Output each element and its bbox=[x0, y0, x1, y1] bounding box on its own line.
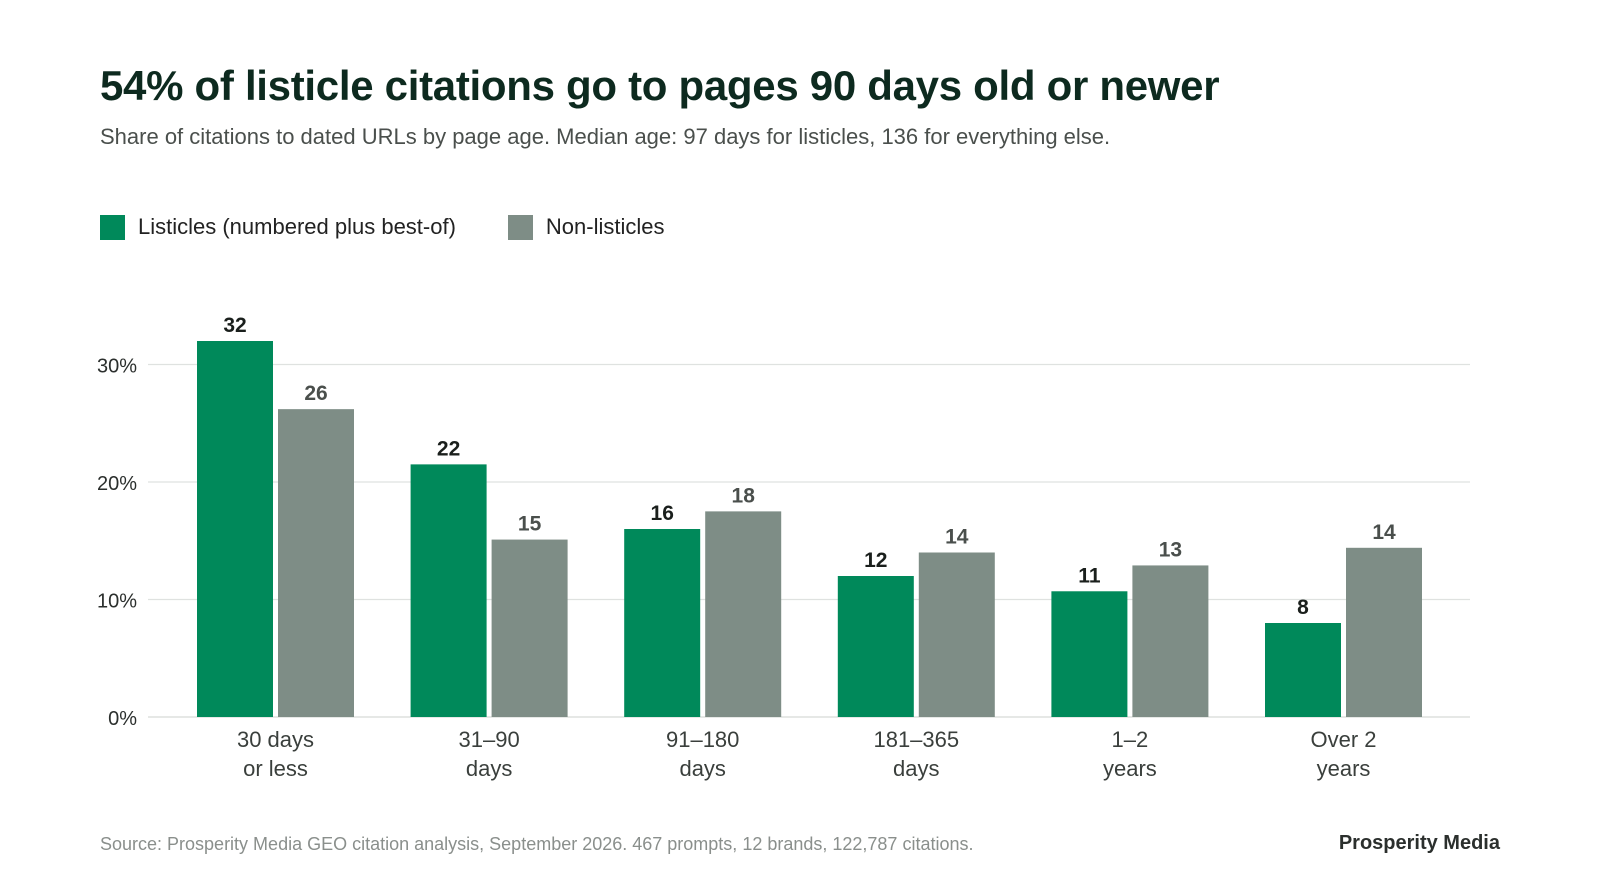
data-label: 32 bbox=[223, 314, 246, 337]
x-tick-label: 91–180 bbox=[666, 727, 739, 752]
legend-label-non-listicles: Non-listicles bbox=[545, 214, 665, 239]
x-tick-label: 31–90 bbox=[459, 727, 520, 752]
chart-subtitle: Share of citations to dated URLs by page… bbox=[100, 124, 1111, 149]
x-tick-label: years bbox=[1103, 756, 1157, 781]
bar-listicles bbox=[624, 529, 701, 717]
bar-non-listicles bbox=[491, 539, 568, 717]
data-label: 13 bbox=[1159, 538, 1182, 561]
bar-listicles bbox=[197, 341, 273, 717]
legend: Listicles (numbered plus best-of) Non-li… bbox=[100, 214, 717, 240]
bar-listicles bbox=[410, 464, 487, 717]
y-tick-label: 30% bbox=[97, 356, 137, 378]
x-tick-label: days bbox=[466, 756, 512, 781]
bar-listicles bbox=[837, 576, 914, 717]
data-label: 12 bbox=[864, 549, 887, 572]
y-tick-label: 20% bbox=[97, 473, 137, 495]
data-label: 14 bbox=[945, 526, 969, 549]
bar-non-listicles bbox=[1346, 547, 1422, 717]
x-tick-label: years bbox=[1317, 756, 1371, 781]
data-label: 18 bbox=[732, 484, 756, 507]
bar-listicles bbox=[1051, 591, 1128, 717]
x-tick-label: 1–2 bbox=[1112, 727, 1149, 752]
x-tick-label: 181–365 bbox=[873, 727, 959, 752]
y-tick-label: 10% bbox=[97, 591, 137, 613]
bar-non-listicles bbox=[918, 552, 995, 717]
x-tick-label: Over 2 bbox=[1310, 727, 1376, 752]
data-label: 16 bbox=[651, 502, 674, 525]
source-note: Source: Prosperity Media GEO citation an… bbox=[100, 834, 974, 854]
y-tick-label: 0% bbox=[108, 708, 137, 730]
legend-label-listicles: Listicles (numbered plus best-of) bbox=[138, 214, 456, 239]
data-label: 22 bbox=[437, 437, 460, 460]
x-tick-label: 30 days bbox=[237, 727, 314, 752]
bar-non-listicles bbox=[278, 409, 354, 717]
legend-swatch-listicles bbox=[100, 214, 125, 240]
data-label: 26 bbox=[304, 382, 327, 405]
x-tick-label: or less bbox=[243, 756, 308, 781]
bar-listicles bbox=[1265, 623, 1341, 717]
data-label: 14 bbox=[1372, 521, 1396, 544]
bar-non-listicles bbox=[1132, 565, 1209, 717]
chart-title: 54% of listicle citations go to pages 90… bbox=[100, 62, 1220, 109]
legend-item-listicles: Listicles (numbered plus best-of) bbox=[100, 214, 456, 240]
bar-non-listicles bbox=[705, 511, 782, 717]
brand-name: Prosperity Media bbox=[1338, 832, 1500, 854]
x-tick-label: days bbox=[893, 756, 939, 781]
data-label: 15 bbox=[518, 513, 542, 536]
x-tick-label: days bbox=[679, 756, 725, 781]
legend-item-non-listicles: Non-listicles bbox=[507, 214, 665, 240]
legend-swatch-non-listicles bbox=[507, 214, 533, 240]
data-label: 11 bbox=[1078, 564, 1101, 587]
data-label: 8 bbox=[1297, 596, 1309, 619]
